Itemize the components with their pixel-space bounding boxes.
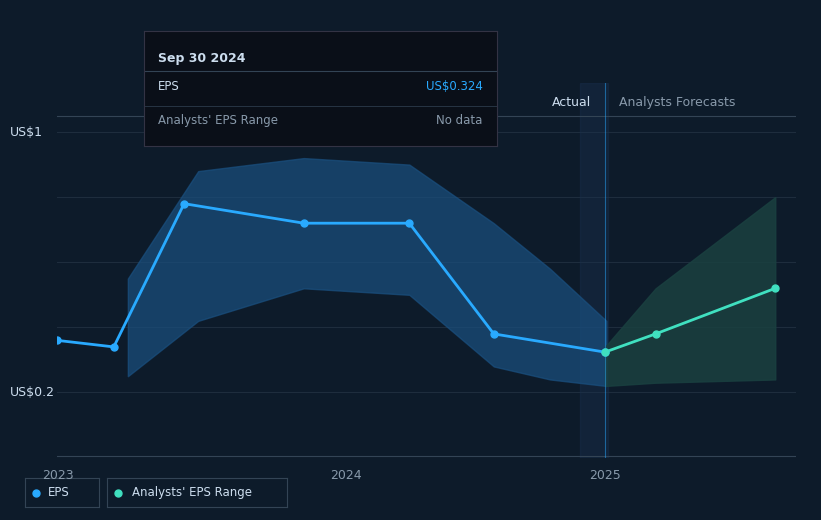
Text: US$0.2: US$0.2 (10, 386, 54, 399)
Point (649, 330, 663, 338)
Text: 2025: 2025 (589, 469, 621, 483)
Point (768, 284, 782, 292)
Text: 2024: 2024 (330, 469, 362, 483)
Point (487, 330, 500, 338)
Point (177, 200, 190, 208)
Text: Sep 30 2024: Sep 30 2024 (158, 52, 245, 65)
Text: Analysts' EPS Range: Analysts' EPS Range (158, 113, 277, 126)
Bar (580, 83, 608, 458)
Point (108, 343, 121, 351)
Text: Analysts Forecasts: Analysts Forecasts (619, 96, 736, 109)
Point (599, 348, 612, 356)
Point (297, 219, 310, 227)
Point (599, 348, 612, 356)
Text: No data: No data (436, 113, 483, 126)
Point (403, 219, 416, 227)
Text: EPS: EPS (48, 486, 70, 499)
Text: Actual: Actual (552, 96, 591, 109)
Text: 2023: 2023 (42, 469, 73, 483)
Text: Analysts' EPS Range: Analysts' EPS Range (132, 486, 252, 499)
Text: EPS: EPS (158, 81, 180, 94)
Text: US$0.324: US$0.324 (426, 81, 483, 94)
Text: US$1: US$1 (10, 125, 43, 138)
Point (51, 336, 64, 345)
